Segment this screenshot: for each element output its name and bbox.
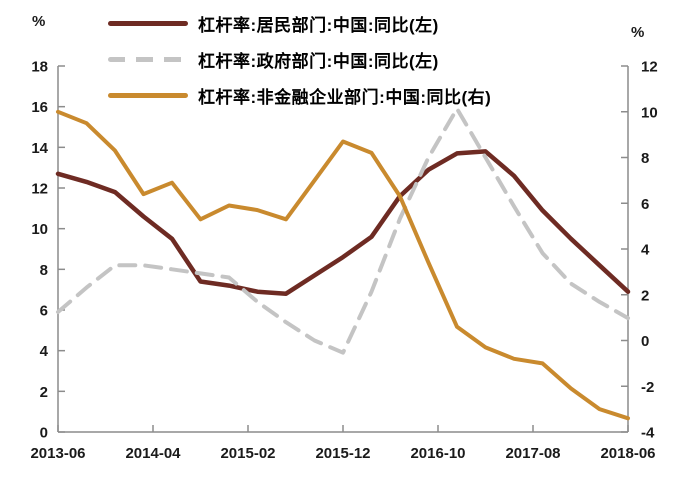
x-axis-tick-label: 2013-06	[30, 445, 85, 462]
legend-item-nonfinancial: 杠杆率:非金融企业部门:中国:同比(右)	[108, 82, 491, 109]
x-axis-tick-label: 2015-02	[220, 445, 275, 462]
legend-label-government: 杠杆率:政府部门:中国:同比(左)	[198, 52, 439, 71]
legend-label-nonfinancial: 杠杆率:非金融企业部门:中国:同比(右)	[198, 88, 492, 107]
right-axis-tick-label: 0	[641, 333, 649, 350]
left-axis-tick-label: 10	[31, 221, 48, 238]
right-axis-tick-label: -4	[641, 425, 655, 442]
right-axis-tick-label: 10	[641, 104, 658, 121]
x-axis-tick-label: 2017-08	[505, 445, 560, 462]
legend: 杠杆率:居民部门:中国:同比(左) 杠杆率:政府部门:中国:同比(左) 杠杆率:…	[108, 10, 491, 109]
right-axis-tick-label: 4	[641, 242, 650, 259]
left-axis-tick-label: 8	[40, 262, 48, 279]
legend-label-household: 杠杆率:居民部门:中国:同比(左)	[198, 16, 439, 35]
x-axis-tick-label: 2018-06	[600, 445, 655, 462]
right-axis-tick-label: 6	[641, 196, 649, 213]
left-axis-unit-label: %	[32, 13, 46, 30]
right-axis-tick-label: -2	[641, 379, 654, 396]
right-axis-tick-label: 8	[641, 150, 649, 167]
series-line-2	[56, 109, 630, 421]
left-axis-tick-label: 6	[40, 303, 48, 320]
legend-line-nonfinancial-icon	[108, 93, 188, 98]
legend-line-government-icon	[108, 57, 188, 62]
x-axis-tick-label: 2014-04	[125, 445, 181, 462]
left-axis-tick-label: 14	[31, 140, 48, 157]
left-axis-tick-label: 16	[31, 99, 48, 116]
left-axis-tick-label: 0	[40, 425, 48, 442]
x-axis-tick-label: 2016-10	[410, 445, 465, 462]
legend-line-household-icon	[108, 21, 188, 26]
legend-item-household: 杠杆率:居民部门:中国:同比(左)	[108, 10, 491, 37]
right-axis-unit-label: %	[631, 24, 645, 41]
x-axis-tick-label: 2015-12	[315, 445, 370, 462]
left-axis-tick-label: 18	[31, 59, 48, 76]
series-line-1	[56, 106, 630, 355]
left-axis-tick-label: 4	[40, 343, 49, 360]
right-axis-tick-label: 12	[641, 59, 658, 76]
legend-item-government: 杠杆率:政府部门:中国:同比(左)	[108, 46, 491, 73]
right-axis-tick-label: 2	[641, 287, 649, 304]
left-axis-tick-label: 2	[40, 384, 48, 401]
series-line-0	[55, 149, 631, 296]
left-axis-tick-label: 12	[31, 181, 48, 198]
